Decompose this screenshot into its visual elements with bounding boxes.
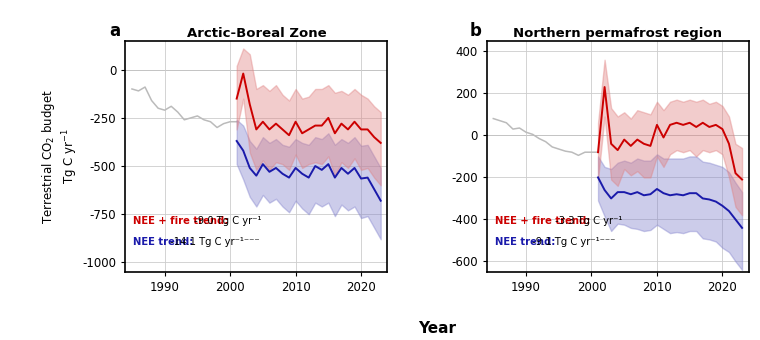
- Text: NEE + fire trend:: NEE + fire trend:: [495, 216, 590, 226]
- Title: Arctic-Boreal Zone: Arctic-Boreal Zone: [186, 27, 326, 40]
- Title: Northern permafrost region: Northern permafrost region: [513, 27, 722, 40]
- Text: -3.3 Tg C yr⁻¹: -3.3 Tg C yr⁻¹: [553, 216, 623, 226]
- Text: Year: Year: [418, 321, 456, 336]
- Y-axis label: Terrestrial CO$_2$ budget
Tg C yr$^{-1}$: Terrestrial CO$_2$ budget Tg C yr$^{-1}$: [40, 89, 80, 224]
- Text: NEE trend:: NEE trend:: [133, 237, 194, 246]
- Text: a: a: [109, 22, 120, 40]
- Text: -9.1 Tg C yr⁻¹⁻⁻⁻: -9.1 Tg C yr⁻¹⁻⁻⁻: [529, 237, 615, 246]
- Text: b: b: [470, 22, 482, 40]
- Text: -9.0 Tg C yr⁻¹: -9.0 Tg C yr⁻¹: [191, 216, 261, 226]
- Text: NEE + fire trend:: NEE + fire trend:: [133, 216, 229, 226]
- Text: NEE trend:: NEE trend:: [495, 237, 555, 246]
- Text: -14.1 Tg C yr⁻¹⁻⁻⁻: -14.1 Tg C yr⁻¹⁻⁻⁻: [167, 237, 260, 246]
